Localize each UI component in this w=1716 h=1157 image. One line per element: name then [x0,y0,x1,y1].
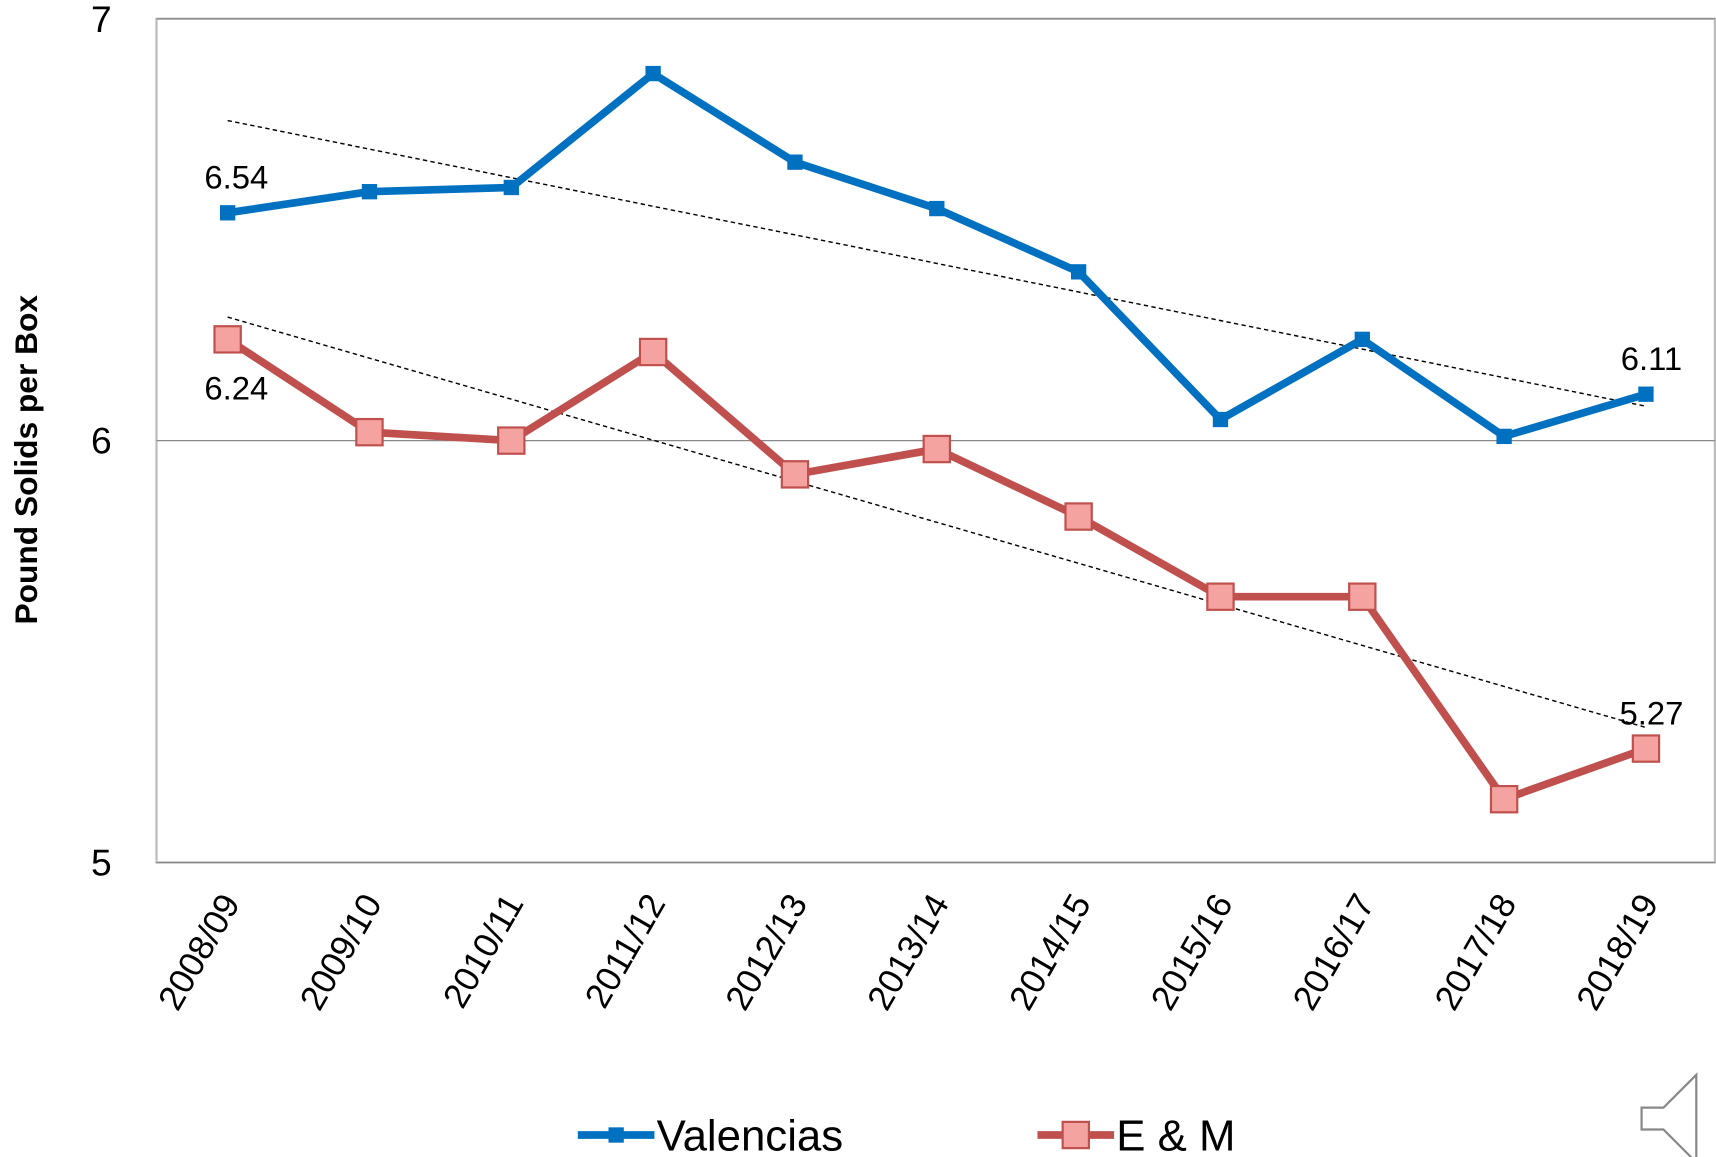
data-label: 6.24 [204,370,268,407]
speaker-icon [1640,1072,1698,1157]
y-tick-label: 7 [91,0,112,40]
marker [929,200,945,217]
x-tick-label: 2009/10 [293,887,390,1016]
marker [1496,428,1512,445]
marker [497,426,526,455]
marker [1070,264,1087,280]
data-label: 5.27 [1619,695,1683,732]
y-tick-label: 5 [91,842,112,884]
trendline [227,119,1647,407]
marker [787,154,803,170]
marker [1631,734,1661,763]
y-tick-label: 6 [91,420,112,462]
x-tick-label: 2011/12 [578,887,674,1014]
marker [361,184,378,200]
x-tick-label: 2010/11 [436,887,532,1014]
legend-marker [1061,1120,1091,1150]
x-tick-label: 2012/13 [718,887,815,1016]
marker [922,434,952,464]
x-tick-label: 2008/09 [151,887,248,1016]
legend-marker [608,1127,624,1143]
y-axis-label: Pound Solids per Box [8,295,44,625]
marker [1206,582,1235,611]
x-tick-label: 2018/19 [1569,887,1666,1016]
marker [1064,502,1093,531]
data-label: 6.54 [204,159,268,196]
marker [1638,386,1654,402]
x-tick-label: 2013/14 [860,887,957,1016]
trendline [227,316,1647,729]
x-tick-label: 2016/17 [1285,887,1382,1016]
marker [1212,411,1229,428]
marker [638,337,668,367]
marker [1348,582,1377,611]
marker [213,325,242,354]
series-line [225,336,1648,804]
legend-label: Valencias [657,1111,844,1157]
data-label: 6.11 [1621,340,1682,377]
marker [219,205,236,221]
legend-label: E & M [1116,1111,1235,1157]
marker [780,460,810,489]
marker [1354,331,1370,348]
series-line [227,69,1648,441]
x-tick-label: 2014/15 [1002,887,1099,1016]
marker [503,179,519,196]
marker [1489,784,1519,814]
x-tick-label: 2017/18 [1427,887,1524,1016]
marker [355,417,384,447]
marker [645,65,661,82]
x-tick-label: 2015/16 [1144,887,1241,1016]
